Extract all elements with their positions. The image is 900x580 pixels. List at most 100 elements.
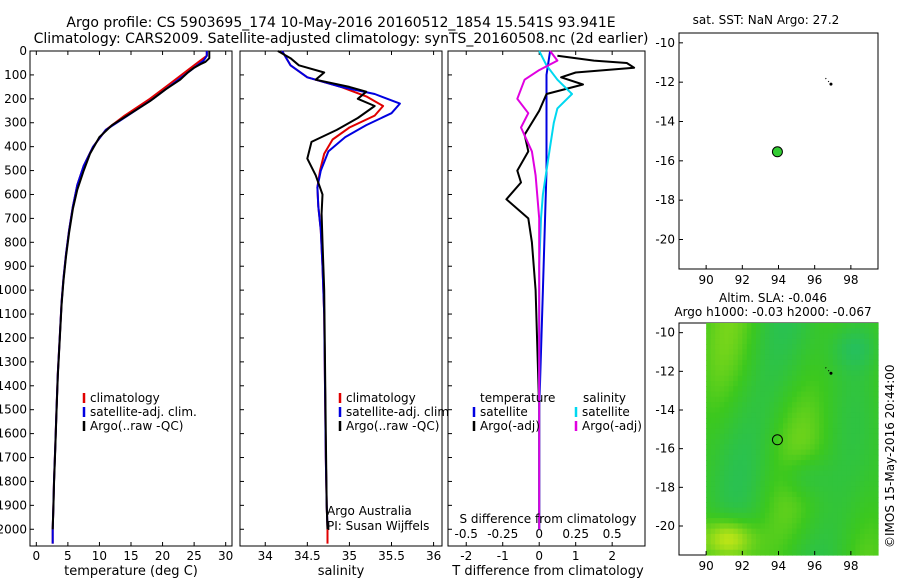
sla-heat-cell bbox=[746, 354, 752, 361]
sla-heat-cell bbox=[814, 386, 820, 393]
depth-axis-ticks: 0100200300400500600700800900100011001200… bbox=[0, 44, 34, 536]
lon-tick-label: 94 bbox=[771, 559, 786, 573]
sla-heat-cell bbox=[873, 428, 879, 435]
sla-heat-cell bbox=[755, 518, 762, 524]
sla-heat-cell bbox=[783, 338, 789, 345]
sla-heat-cell bbox=[841, 549, 847, 556]
sla-heat-cell bbox=[828, 433, 834, 440]
sla-heat-cell bbox=[850, 544, 856, 551]
sla-heat-cell bbox=[787, 460, 793, 466]
sla-heat-cell bbox=[764, 507, 771, 514]
sla-heat-cell bbox=[728, 444, 734, 451]
sla-heat-cell bbox=[733, 402, 739, 408]
sla-heat-cell bbox=[837, 407, 843, 414]
sla-heat-cell bbox=[778, 512, 784, 519]
sla-heat-cell bbox=[733, 486, 739, 493]
sla-heat-cell bbox=[823, 417, 829, 424]
sla-heat-cell bbox=[778, 533, 784, 540]
sla-heat-cell bbox=[846, 370, 852, 377]
sla-heat-cell bbox=[850, 465, 856, 472]
x-tick-label: 35 bbox=[342, 549, 357, 563]
sla-heat-cell bbox=[773, 433, 780, 440]
sla-heat-cell bbox=[850, 549, 856, 556]
sla-heat-cell bbox=[832, 502, 838, 509]
sla-heat-cell bbox=[706, 539, 712, 546]
sla-heat-cell bbox=[859, 359, 866, 366]
sla-heat-cell bbox=[846, 491, 852, 498]
sla-heat-cell bbox=[764, 354, 771, 361]
sla-heat-cell bbox=[773, 502, 780, 509]
sla-heat-cell bbox=[787, 491, 793, 498]
sla-heat-cell bbox=[873, 407, 879, 414]
sla-heat-cell bbox=[868, 518, 875, 524]
sla-heat-cell bbox=[801, 391, 807, 398]
sla-heat-cell bbox=[746, 512, 752, 519]
sla-heat-cell bbox=[755, 417, 762, 424]
sla-heat-cell bbox=[841, 497, 847, 503]
sla-heat-cell bbox=[868, 502, 875, 509]
sla-heat-cell bbox=[832, 481, 838, 488]
salinity-axis-ticks: 34 34.5 35 35.5 36 bbox=[258, 51, 441, 563]
sla-heat-cell bbox=[850, 344, 856, 350]
sla-heat-cell bbox=[828, 454, 834, 461]
sla-heat-cell bbox=[792, 396, 798, 403]
sla-heat-cell bbox=[792, 344, 798, 350]
sla-heat-cell bbox=[837, 349, 843, 356]
sla-heat-cell bbox=[814, 323, 820, 329]
sla-heat-cell bbox=[733, 365, 739, 372]
sla-heat-cell bbox=[715, 359, 721, 366]
sla-heat-cell bbox=[801, 470, 807, 477]
sla-heat-cell bbox=[859, 507, 866, 514]
depth-tick-label: 200 bbox=[4, 92, 27, 106]
sla-heat-cell bbox=[773, 412, 780, 419]
sla-heat-cell bbox=[715, 544, 721, 551]
sla-heat-cell bbox=[773, 544, 780, 551]
sla-heat-cell bbox=[778, 391, 784, 398]
sla-heat-cell bbox=[810, 344, 816, 350]
sla-heat-cell bbox=[837, 391, 843, 398]
sla-heat-cell bbox=[828, 518, 834, 524]
sla-heat-cell bbox=[814, 539, 820, 546]
sla-heat-cell bbox=[819, 481, 825, 488]
sla-heat-cell bbox=[787, 512, 793, 519]
sla-heat-cell bbox=[828, 465, 834, 472]
sla-heat-cell bbox=[814, 460, 820, 466]
sla-heat-cell bbox=[832, 428, 838, 435]
sla-heat-cell bbox=[873, 449, 879, 456]
sla-heat-cell bbox=[823, 475, 829, 482]
sla-heat-cell bbox=[728, 328, 734, 335]
sla-heat-cell bbox=[805, 491, 811, 498]
sla-heat-cell bbox=[728, 407, 734, 414]
sla-heat-cell bbox=[710, 502, 716, 509]
sla-heat-cell bbox=[724, 338, 730, 345]
sla-heat-cell bbox=[850, 433, 856, 440]
sla-heat-cell bbox=[823, 370, 829, 377]
sla-heat-cell bbox=[841, 402, 847, 408]
sla-heat-cell bbox=[742, 470, 748, 477]
sla-heat-cell bbox=[837, 439, 843, 445]
sla-heat-cell bbox=[814, 497, 820, 503]
sla-heat-cell bbox=[828, 470, 834, 477]
sla-heat-cell bbox=[846, 375, 852, 382]
sla-heat-cell bbox=[805, 549, 811, 556]
sla-heat-cell bbox=[755, 423, 762, 430]
sla-heat-cell bbox=[715, 539, 721, 546]
sla-heat-cell bbox=[760, 502, 766, 509]
sla-heat-cell bbox=[760, 539, 766, 546]
sla-heat-cell bbox=[832, 491, 838, 498]
sla-heat-cell bbox=[873, 491, 879, 498]
sla-heat-cell bbox=[828, 449, 834, 456]
sla-heat-cell bbox=[864, 465, 870, 472]
sla-heat-cell bbox=[841, 323, 847, 329]
x-tick-label: 35.5 bbox=[378, 549, 405, 563]
sla-heat-cell bbox=[715, 439, 721, 445]
sla-heat-cell bbox=[755, 402, 762, 408]
sla-heat-cell bbox=[841, 491, 847, 498]
sla-heat-cell bbox=[764, 423, 771, 430]
sla-heat-cell bbox=[868, 491, 875, 498]
sla-heat-cell bbox=[764, 381, 771, 387]
series-line-argo-raw-qc- bbox=[51, 51, 211, 530]
sla-heat-cell bbox=[728, 465, 734, 472]
sla-heat-cell bbox=[837, 344, 843, 350]
sla-heat-cell bbox=[760, 512, 766, 519]
